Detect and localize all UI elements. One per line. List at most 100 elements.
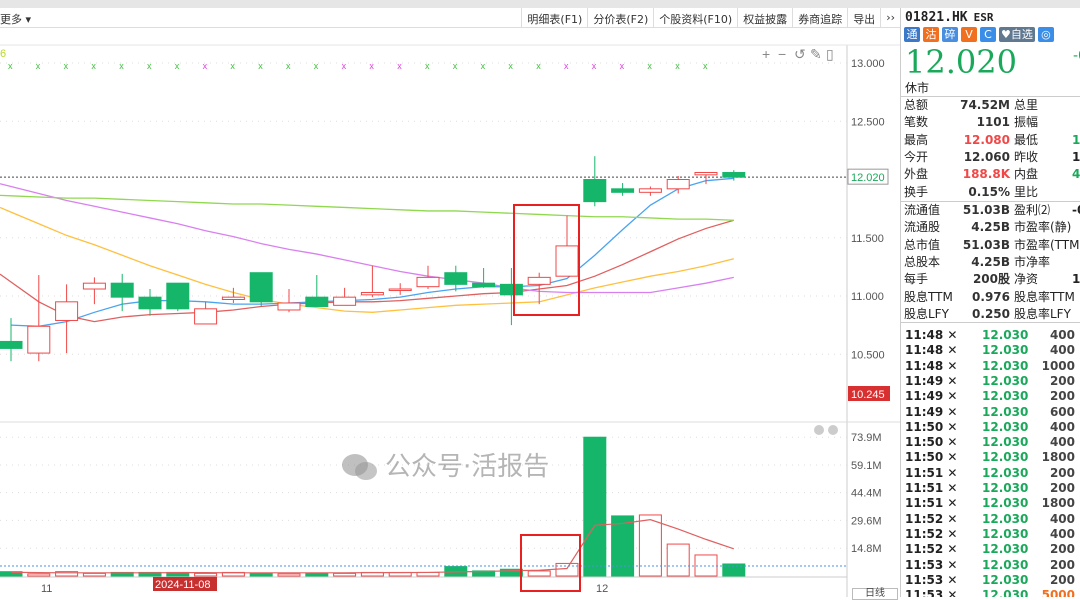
- volume-tick: 29.6M: [851, 515, 882, 527]
- last-price: 12.020: [905, 43, 1017, 81]
- volume-bar: [0, 571, 23, 577]
- quote-row: 总额 74.52M 总里: [904, 98, 1080, 115]
- trade-price: 12.030: [982, 572, 1029, 587]
- trade-volume: 200: [1049, 465, 1075, 480]
- trade-price: 12.030: [982, 435, 1029, 450]
- date-badge: 2024-11-08: [155, 579, 210, 591]
- candle-body: [416, 276, 440, 288]
- signal-marker: x: [453, 61, 458, 71]
- quote-row: 股息TTM 0.976 股息率TTM: [904, 290, 1080, 307]
- candle-body: [472, 282, 496, 288]
- last-price-label: 12.020: [851, 172, 885, 184]
- candle-body: [583, 179, 607, 203]
- trade-row: 11:49 ✕ 12.030 200: [905, 374, 1080, 389]
- quote-label-2: 昨收: [1014, 149, 1039, 164]
- quote-badge[interactable]: 通: [904, 27, 920, 42]
- quote-badge[interactable]: V: [961, 27, 977, 42]
- signal-marker: x: [230, 61, 235, 71]
- plus-icon: +: [762, 46, 770, 62]
- signal-marker: x: [314, 61, 319, 71]
- volume-bar: [666, 543, 690, 577]
- volume-bar: [583, 436, 607, 577]
- quote-value-2: 1: [1072, 132, 1080, 147]
- quote-value: 12.060: [963, 149, 1010, 164]
- price-tick: 13.000: [851, 58, 885, 70]
- low-price-label: 10.245: [851, 389, 885, 401]
- quote-badge[interactable]: ♥自选: [999, 27, 1035, 42]
- trade-volume: 200: [1049, 373, 1075, 388]
- signal-marker: x: [342, 61, 347, 71]
- trade-volume: 200: [1049, 542, 1075, 557]
- volume-bar: [527, 570, 551, 577]
- candle-body: [666, 179, 690, 190]
- period-selector[interactable]: 日线: [852, 588, 898, 600]
- quote-label: 流通股: [904, 220, 941, 235]
- trade-time: 11:49 ✕: [905, 389, 958, 404]
- trade-volume: 400: [1049, 435, 1075, 450]
- trade-row: 11:49 ✕ 12.030 200: [905, 389, 1080, 404]
- divider: [901, 96, 1080, 97]
- more-dropdown[interactable]: 更多 ▾: [0, 13, 32, 26]
- candle-body: [249, 272, 273, 303]
- trade-time: 11:50 ✕: [905, 450, 958, 465]
- toolbar-tab[interactable]: 券商追踪: [792, 8, 847, 28]
- quote-badge[interactable]: ◎: [1037, 27, 1054, 42]
- signal-marker: x: [36, 61, 41, 71]
- trade-volume: 400: [1049, 526, 1075, 541]
- stock-code-text: 01821.HK: [905, 10, 968, 25]
- candle-body: [82, 282, 106, 290]
- quote-label-2: 振幅: [1014, 115, 1039, 130]
- signal-marker: x: [286, 61, 291, 71]
- toolbar-tab[interactable]: ››: [880, 8, 900, 28]
- kline-chart[interactable]: 6 + − ↺ ✎ ▯ 13.000 12.500 11.500 11.000 10.500 12.0…: [0, 28, 900, 597]
- volume-tick: 73.9M: [851, 432, 882, 444]
- trade-volume: 200: [1049, 572, 1075, 587]
- trade-time: 11:51 ✕: [905, 465, 958, 480]
- trade-row: 11:51 ✕ 12.030 200: [905, 481, 1080, 496]
- quote-label-2: 市盈率(静): [1014, 220, 1072, 235]
- candle-body: [0, 340, 23, 349]
- trade-row: 11:52 ✕ 12.030 400: [905, 512, 1080, 527]
- volume-bar: [555, 562, 579, 577]
- candle-body: [694, 172, 718, 176]
- quote-badge[interactable]: 沽: [923, 27, 939, 42]
- quote-label: 笔数: [904, 115, 929, 130]
- toolbar-tab[interactable]: 明细表(F1): [521, 8, 587, 28]
- market-status: 休市: [905, 81, 930, 95]
- quote-badge[interactable]: C: [980, 27, 996, 42]
- trade-row: 11:50 ✕ 12.030 1800: [905, 450, 1080, 465]
- volume-bar: [722, 563, 746, 577]
- signal-marker: x: [592, 61, 597, 71]
- ma10-line: [0, 219, 734, 323]
- trade-row: 11:49 ✕ 12.030 600: [905, 405, 1080, 420]
- trade-time: 11:48 ✕: [905, 328, 958, 342]
- quote-label: 外盘: [904, 167, 929, 182]
- divider: [901, 201, 1080, 202]
- trade-price: 12.030: [982, 358, 1029, 373]
- candle-body: [499, 283, 523, 296]
- quote-row: 笔数 1101 振幅: [904, 115, 1080, 132]
- toolbar-tab[interactable]: 权益披露: [737, 8, 792, 28]
- badge-row: 通沽碎 V C ♥自选 ◎: [904, 27, 1054, 42]
- trade-volume: 200: [1049, 481, 1075, 495]
- trade-row: 11:48 ✕ 12.030 400: [905, 343, 1080, 358]
- trade-volume: 200: [1049, 557, 1075, 572]
- quote-label: 流通值: [904, 203, 941, 217]
- stock-code: 01821.HK ESR: [905, 10, 994, 25]
- trade-volume: 400: [1049, 419, 1075, 434]
- chart-svg[interactable]: 6 + − ↺ ✎ ▯ 13.000 12.500 11.500 11.000 10.500 12.0…: [0, 28, 900, 597]
- candle-body: [611, 188, 635, 193]
- quote-row: 流通股 4.25B 市盈率(静): [904, 220, 1080, 237]
- tab-bar: 明细表(F1) 分价表(F2) 个股资料(F10) 权益披露 券商追踪 导出 ››: [521, 8, 900, 28]
- quote-label: 股息LFY: [904, 306, 949, 321]
- toolbar-tab[interactable]: 导出: [847, 8, 880, 28]
- trade-price: 12.030: [982, 481, 1029, 495]
- quote-badge[interactable]: 碎: [942, 27, 958, 42]
- toolbar-tab[interactable]: 分价表(F2): [587, 8, 653, 28]
- quote-value: 200股: [972, 272, 1010, 287]
- trade-volume: 1000: [1041, 358, 1075, 373]
- candle-body: [444, 272, 468, 285]
- trade-time: 11:52 ✕: [905, 511, 958, 526]
- ma30-line: [0, 183, 734, 294]
- toolbar-tab[interactable]: 个股资料(F10): [653, 8, 737, 28]
